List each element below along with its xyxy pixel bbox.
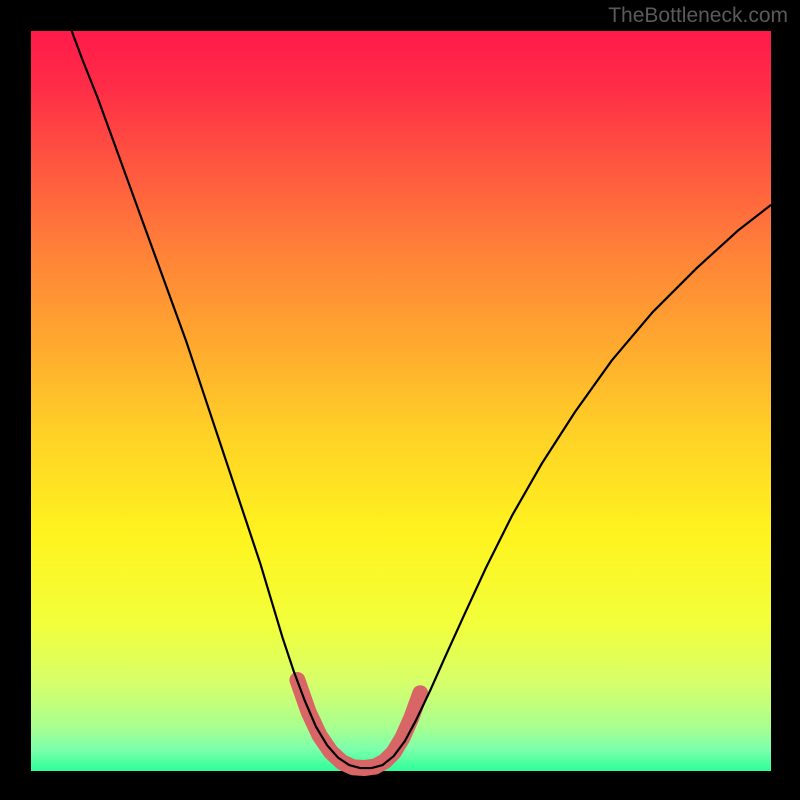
watermark-text: TheBottleneck.com <box>608 4 788 28</box>
chart-plot-area <box>31 31 771 771</box>
